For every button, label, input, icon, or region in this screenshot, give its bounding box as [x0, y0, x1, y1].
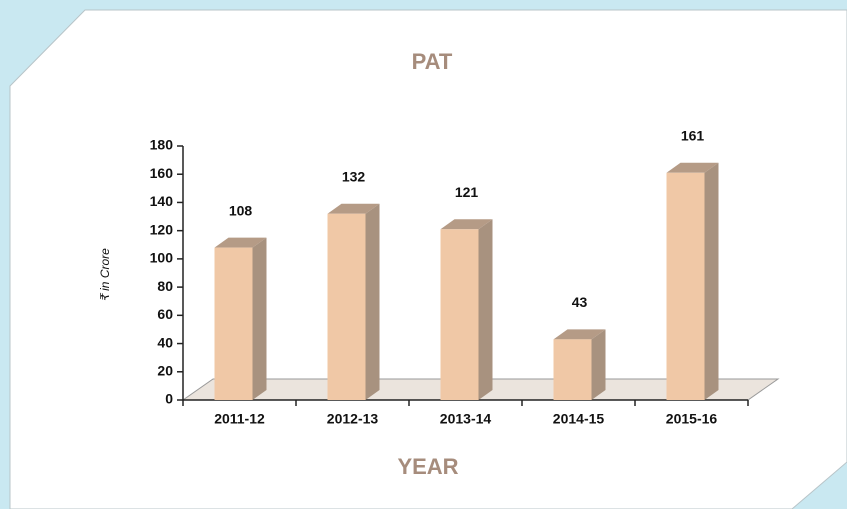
chart-title: PAT — [412, 49, 453, 74]
bar-side — [704, 162, 719, 400]
bar-top — [553, 329, 606, 340]
bar-top — [440, 219, 493, 230]
bar — [553, 339, 592, 400]
bar — [214, 247, 253, 400]
value-label: 161 — [681, 128, 705, 144]
y-tick-label: 20 — [157, 362, 173, 378]
y-axis-title: ₹ in Crore — [98, 248, 112, 302]
value-label: 121 — [455, 184, 479, 200]
y-tick-label: 140 — [150, 193, 174, 209]
bar-top — [666, 162, 719, 173]
x-tick-label: 2013-14 — [440, 411, 492, 427]
x-tick-label: 2011-12 — [214, 411, 265, 427]
y-tick-label: 80 — [157, 278, 173, 294]
y-tick-label: 0 — [165, 391, 173, 407]
y-tick-label: 40 — [157, 334, 173, 350]
value-label: 132 — [342, 168, 366, 184]
bar-side — [478, 219, 493, 400]
y-tick-label: 120 — [150, 221, 174, 237]
bar — [327, 213, 366, 400]
bar-top — [327, 203, 380, 214]
bar-side — [365, 203, 380, 400]
bar-top — [214, 237, 267, 248]
x-tick-label: 2012-13 — [327, 411, 379, 427]
y-tick-label: 180 — [150, 137, 174, 153]
x-tick-label: 2015-16 — [666, 411, 718, 427]
x-tick-label: 2014-15 — [553, 411, 605, 427]
y-tick-label: 100 — [150, 250, 174, 266]
value-label: 108 — [229, 202, 253, 218]
value-label: 43 — [572, 294, 588, 310]
bar — [666, 172, 705, 400]
bar-side — [252, 237, 267, 400]
x-axis-title: YEAR — [397, 454, 458, 479]
panel — [9, 9, 847, 509]
y-tick-label: 160 — [150, 165, 174, 181]
y-tick-label: 60 — [157, 306, 173, 322]
bar — [440, 229, 479, 400]
bar-side — [591, 329, 606, 400]
